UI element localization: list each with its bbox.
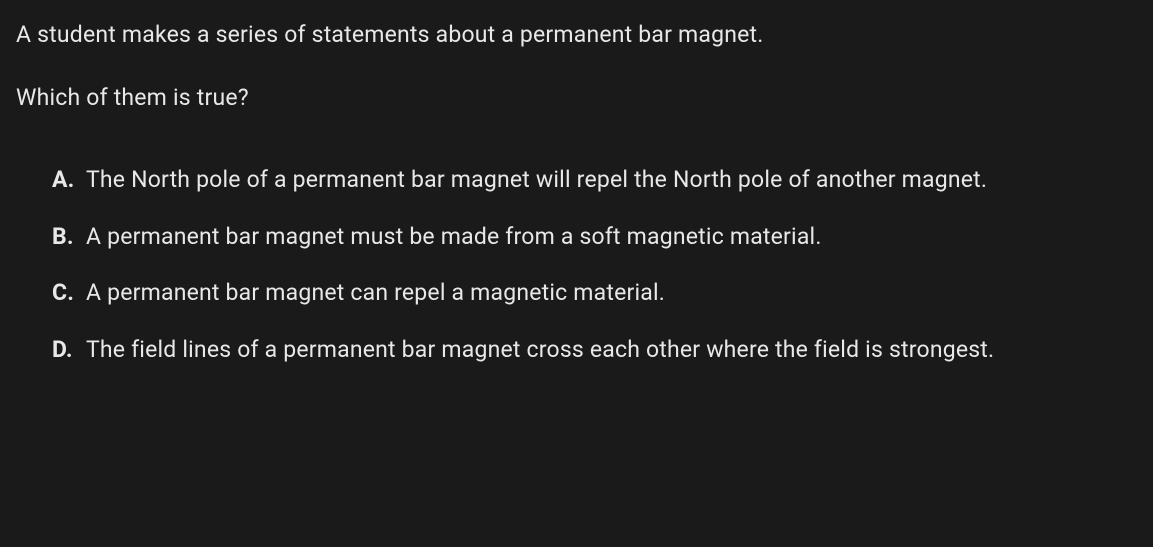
question-prompt: Which of them is true? <box>16 81 1137 116</box>
option-a[interactable]: A. The North pole of a permanent bar mag… <box>52 163 1137 198</box>
question-intro: A student makes a series of statements a… <box>16 18 1137 53</box>
option-text: The North pole of a permanent bar magnet… <box>86 163 1137 198</box>
option-c[interactable]: C. A permanent bar magnet can repel a ma… <box>52 276 1137 311</box>
option-d[interactable]: D. The field lines of a permanent bar ma… <box>52 333 1137 368</box>
option-letter: B. <box>52 220 86 255</box>
option-letter: C. <box>52 276 86 311</box>
option-letter: D. <box>52 333 86 368</box>
option-text: A permanent bar magnet can repel a magne… <box>86 276 1137 311</box>
option-text: A permanent bar magnet must be made from… <box>86 220 1137 255</box>
option-b[interactable]: B. A permanent bar magnet must be made f… <box>52 220 1137 255</box>
option-text: The field lines of a permanent bar magne… <box>86 333 1137 368</box>
options-list: A. The North pole of a permanent bar mag… <box>16 163 1137 367</box>
option-letter: A. <box>52 163 86 198</box>
